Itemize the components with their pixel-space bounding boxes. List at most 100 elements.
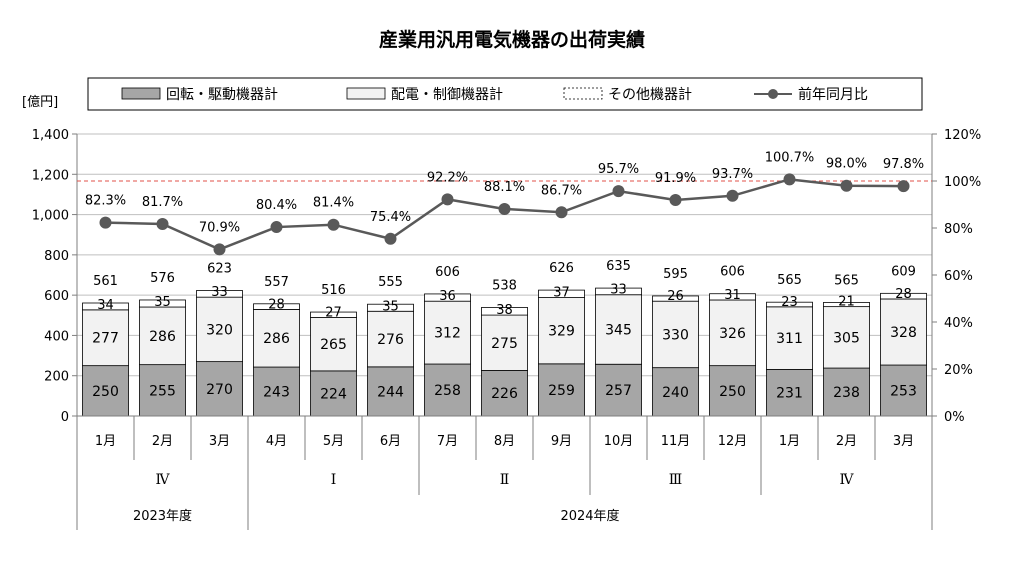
x-tick-label: 3月 [893, 434, 914, 449]
quarter-label: Ⅳ [156, 472, 171, 488]
yoy-point [783, 173, 796, 186]
bar-segment-rotation [82, 365, 129, 417]
legend-swatch-other [563, 87, 603, 100]
bar-label-distribution: 320 [206, 322, 233, 338]
bar-total-label: 635 [606, 259, 631, 274]
quarter-label: Ⅳ [840, 472, 855, 488]
bar-segment-rotation [481, 370, 528, 417]
yoy-label: 92.2% [427, 170, 468, 185]
yoy-point [897, 180, 910, 193]
bars: 2502773456125528635576270320336232432862… [82, 259, 927, 417]
x-tick-label: 5月 [323, 434, 344, 449]
yoy-point [669, 194, 682, 207]
yoy-label: 91.9% [655, 171, 696, 186]
yoy-point [441, 193, 454, 206]
bar-segment-other [253, 303, 300, 310]
bar-segment-other [766, 301, 813, 308]
bar-label-other: 21 [838, 295, 855, 310]
yoy-label: 80.4% [256, 198, 297, 213]
yoy-label: 97.8% [883, 157, 924, 172]
x-tick-label: 2月 [152, 434, 173, 449]
y-tick-label: 1,200 [32, 168, 69, 183]
bar-segment-other [196, 290, 243, 298]
bar-label-other: 34 [97, 298, 114, 313]
bar-segment-distribution [766, 306, 813, 370]
bar-total-label: 623 [207, 262, 232, 277]
bar-segment-other [595, 287, 642, 296]
y2-tick-label: 60% [944, 269, 973, 284]
bar-label-rotation: 250 [719, 384, 746, 400]
chart-title: 産業用汎用電気機器の出荷実績 [379, 28, 645, 51]
bar-label-rotation: 255 [149, 383, 176, 399]
bar-total-label: 561 [93, 274, 118, 289]
x-axis: 1月 2月 3月 4月 5月 6月 7月 8月 9月 10月 11月 12月 1月 2月 3月 Ⅳ Ⅰ Ⅱ Ⅲ Ⅳ 20… [76, 415, 933, 530]
x-tick-label: 4月 [266, 434, 287, 449]
y-tick-label: 0 [61, 410, 69, 425]
bar-label-other: 28 [895, 287, 912, 302]
y2-tick-label: 120% [944, 128, 981, 143]
x-tick-label: 11月 [661, 434, 691, 449]
y-tick-label: 600 [44, 289, 69, 304]
yoy-point [612, 185, 625, 198]
x-tick-label: 6月 [380, 434, 401, 449]
quarter-label: Ⅲ [669, 472, 683, 488]
bar-label-rotation: 226 [491, 386, 518, 402]
bar-label-rotation: 243 [263, 385, 290, 401]
bar-label-rotation: 244 [377, 384, 404, 400]
bar-label-rotation: 224 [320, 386, 347, 402]
x-tick-label: 1月 [95, 434, 116, 449]
bar-total-label: 595 [663, 267, 688, 282]
bar-total-label: 609 [891, 264, 916, 279]
yoy-point [726, 189, 739, 202]
bar-label-rotation: 240 [662, 385, 689, 401]
bar-total-label: 555 [378, 275, 403, 290]
bar-label-other: 27 [325, 306, 342, 321]
bar-label-other: 26 [667, 289, 684, 304]
y2-tick-label: 80% [944, 222, 973, 237]
bar-segment-distribution [538, 297, 585, 365]
y-axis-ticks: 0 200 400 600 800 1,000 1,200 1,400 [32, 128, 78, 425]
legend-swatch-distribution [346, 87, 386, 100]
x-tick-label: 9月 [551, 434, 572, 449]
bar-label-distribution: 275 [491, 336, 518, 352]
bar-total-label: 606 [435, 265, 460, 280]
bar-label-rotation: 270 [206, 382, 233, 398]
x-tick-label: 2月 [836, 434, 857, 449]
yoy-label: 95.7% [598, 162, 639, 177]
y-axis-unit-label: [億円] [22, 94, 58, 110]
yoy-point [840, 179, 853, 192]
bar-label-distribution: 277 [92, 331, 119, 347]
bar-label-distribution: 305 [833, 330, 860, 346]
bar-label-other: 33 [211, 285, 228, 300]
bar-total-label: 606 [720, 265, 745, 280]
bar-label-rotation: 250 [92, 384, 119, 400]
bar-label-other: 38 [496, 303, 513, 318]
bar-segment-distribution [253, 309, 300, 368]
y2-tick-label: 40% [944, 316, 973, 331]
bar-total-label: 576 [150, 271, 175, 286]
bar-total-label: 557 [264, 275, 289, 290]
bar-segment-other [139, 299, 186, 308]
x-tick-label: 8月 [494, 434, 515, 449]
x-tick-label: 10月 [604, 434, 634, 449]
y-tick-label: 400 [44, 329, 69, 344]
yoy-label: 75.4% [370, 210, 411, 225]
bar-label-other: 37 [553, 286, 570, 301]
bar-segment-other [538, 289, 585, 298]
yoy-label: 70.9% [199, 220, 240, 235]
y2-tick-label: 20% [944, 363, 973, 378]
legend-label-other: その他機器計 [608, 87, 692, 103]
yoy-label: 93.7% [712, 167, 753, 182]
bar-segment-rotation [196, 361, 243, 417]
bar-segment-other [310, 311, 357, 318]
yoy-label: 98.0% [826, 157, 867, 172]
bar-segment-rotation [595, 363, 642, 417]
y2-tick-label: 0% [944, 410, 965, 425]
yoy-label: 88.1% [484, 180, 525, 195]
bar-segment-rotation [424, 363, 471, 417]
bar-label-distribution: 326 [719, 326, 746, 342]
bar-label-rotation: 238 [833, 385, 860, 401]
bar-segment-distribution [823, 306, 870, 369]
bar-label-other: 35 [154, 295, 171, 310]
bar-label-other: 35 [382, 299, 399, 314]
